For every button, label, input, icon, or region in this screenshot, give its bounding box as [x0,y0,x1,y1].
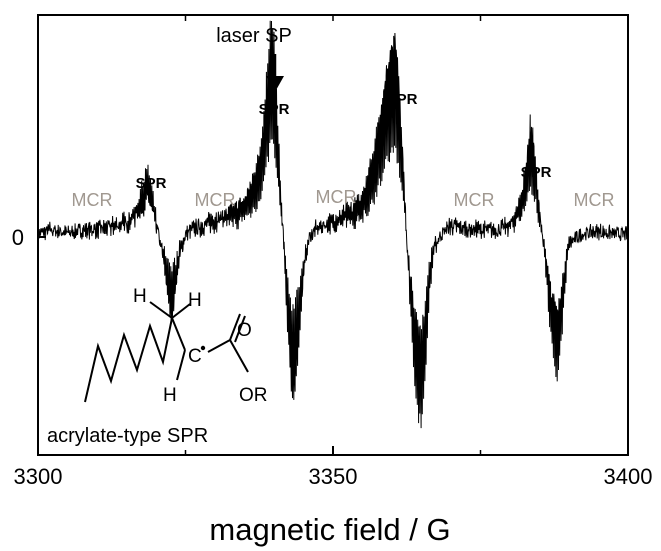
mcr-label: MCR [316,187,357,207]
bond-c-h2 [171,303,191,319]
structure-c: C [188,346,202,367]
spr-label: SPR [387,91,418,108]
radical-dot [200,345,206,351]
mcr-label: MCR [195,190,236,210]
structure-caption: acrylate-type SPR [47,425,208,447]
bond-ch-h3 [176,349,186,381]
laser-arrow-head [266,76,284,92]
structure-h2: H [188,290,202,311]
y-tick-label: 0 [12,225,24,250]
mcr-label: MCR [574,190,615,210]
annotation-layer: laser SP SPR SPR SPR SPR MCR MCR MCR MCR MCR [72,25,615,210]
structure-labels: H H C H O OR acrylate-type SPR [47,286,268,447]
bond-c-cooh [207,339,231,353]
acrylate-structure [84,301,249,403]
bond-c-o-double-b [234,315,246,343]
bond-c-o-double-a [229,313,241,341]
spr-label: SPR [259,101,290,118]
plot-frame [37,14,629,456]
x-tick-label: 3400 [604,464,653,489]
bond-c-h1 [149,301,173,319]
spr-label: SPR [521,164,552,181]
mcr-label: MCR [72,190,113,210]
bond-c-or [229,339,249,373]
mcr-label: MCR [454,190,495,210]
spectrum-line [37,20,629,429]
structure-h3: H [163,385,177,406]
structure-or: OR [239,385,268,406]
structure-h1: H [133,286,147,307]
x-axis-title: magnetic field / G [209,512,450,547]
structure-o: O [237,320,252,341]
bond-chain-to-ch [171,317,186,351]
x-tick-label: 3350 [309,464,358,489]
axes-layer: 3300 3350 3400 0 magnetic field / G [12,15,653,547]
spr-label: SPR [136,175,167,192]
alkyl-chain-bonds [84,317,173,403]
x-tick-label: 3300 [14,464,63,489]
spectrum-trace-layer [37,20,629,429]
laser-sp-label: laser SP [216,25,292,47]
